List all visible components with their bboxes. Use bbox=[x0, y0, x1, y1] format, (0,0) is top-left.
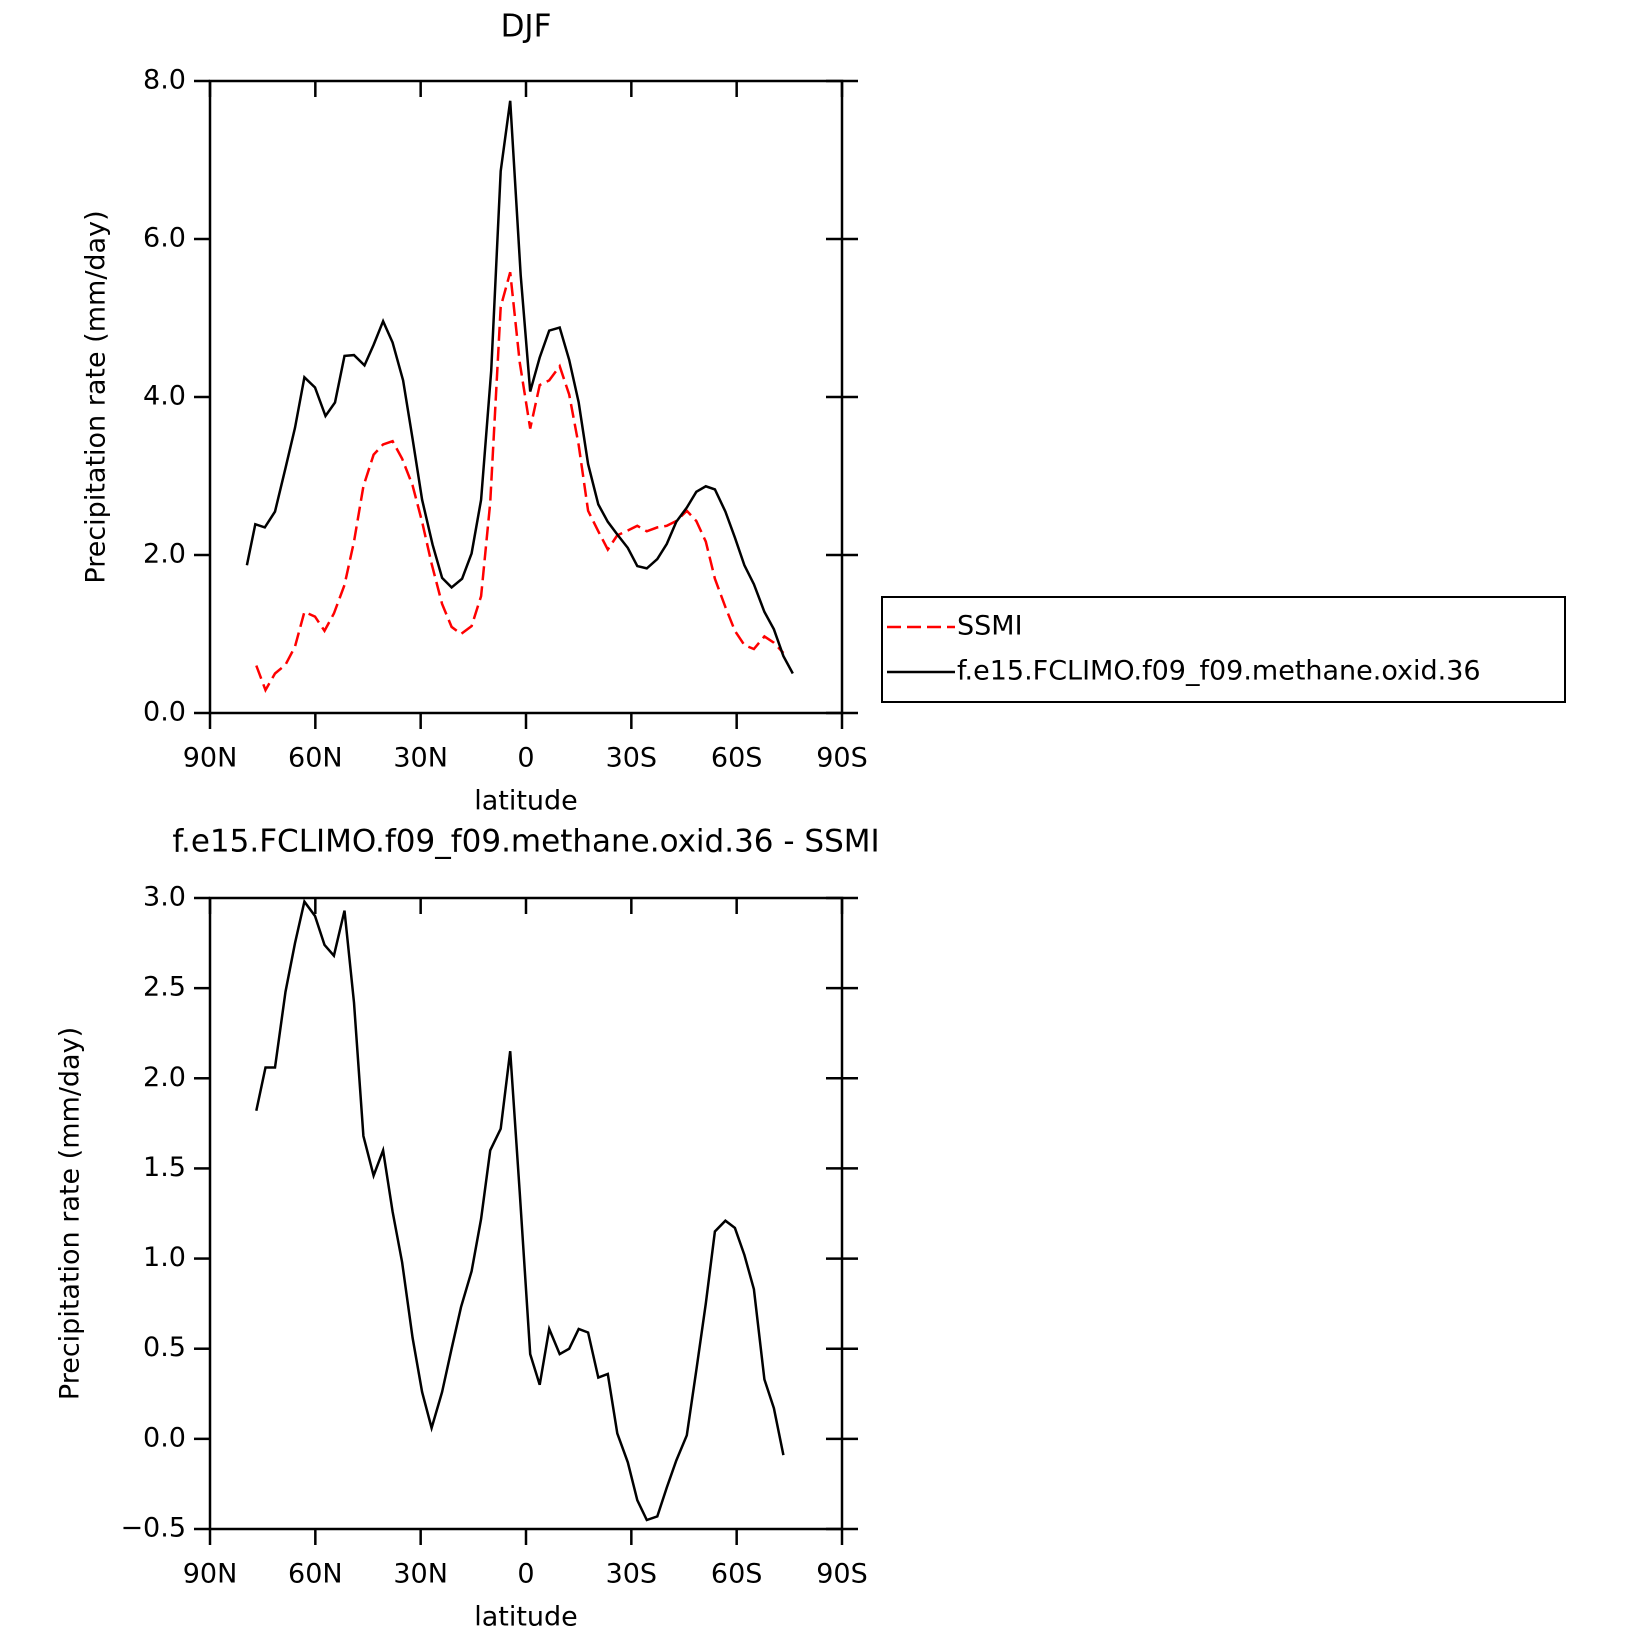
x-tick-label: 30N bbox=[393, 743, 448, 774]
legend-label: SSMI bbox=[957, 611, 1023, 642]
data-line bbox=[255, 271, 785, 694]
x-tick-label: 60N bbox=[288, 743, 343, 774]
x-tick-label: 90N bbox=[183, 1559, 238, 1590]
x-axis-label: latitude bbox=[474, 786, 578, 817]
x-tick-label: 30N bbox=[393, 1559, 448, 1590]
y-tick-label: 1.0 bbox=[143, 1242, 186, 1273]
y-tick-label: 8.0 bbox=[143, 65, 186, 96]
x-axis-label: latitude bbox=[474, 1602, 578, 1633]
x-tick-label: 60S bbox=[711, 1559, 763, 1590]
y-tick-label: 0.5 bbox=[143, 1332, 186, 1363]
y-tick-label: 0.0 bbox=[143, 697, 186, 728]
x-tick-label: 30S bbox=[606, 1559, 658, 1590]
y-tick-label: 2.0 bbox=[143, 539, 186, 570]
data-line bbox=[245, 100, 794, 675]
y-tick-label: 3.0 bbox=[143, 882, 186, 913]
y-tick-label: 4.0 bbox=[143, 381, 186, 412]
legend-label: f.e15.FCLIMO.f09_f09.methane.oxid.36 bbox=[957, 656, 1481, 687]
chart-title: f.e15.FCLIMO.f09_f09.methane.oxid.36 - S… bbox=[172, 824, 879, 860]
y-tick-label: −0.5 bbox=[120, 1513, 186, 1544]
x-tick-label: 0 bbox=[517, 743, 534, 774]
data-line bbox=[255, 898, 785, 1522]
y-axis-label: Precipitation rate (mm/day) bbox=[55, 1027, 86, 1400]
x-tick-label: 60N bbox=[288, 1559, 343, 1590]
y-tick-label: 2.5 bbox=[143, 972, 186, 1003]
plot-frame bbox=[208, 896, 844, 1531]
x-tick-label: 0 bbox=[517, 1559, 534, 1590]
x-tick-label: 90S bbox=[816, 743, 868, 774]
chart-title: DJF bbox=[501, 9, 552, 45]
x-tick-label: 90N bbox=[183, 743, 238, 774]
x-tick-label: 30S bbox=[606, 743, 658, 774]
y-tick-label: 2.0 bbox=[143, 1062, 186, 1093]
legend-box bbox=[881, 596, 1566, 703]
y-tick-label: 0.0 bbox=[143, 1422, 186, 1453]
x-tick-label: 90S bbox=[816, 1559, 868, 1590]
plot-frame bbox=[208, 79, 844, 715]
x-tick-label: 60S bbox=[711, 743, 763, 774]
y-tick-label: 1.5 bbox=[143, 1152, 186, 1183]
y-tick-label: 6.0 bbox=[143, 223, 186, 254]
y-axis-label: Precipitation rate (mm/day) bbox=[81, 210, 112, 583]
